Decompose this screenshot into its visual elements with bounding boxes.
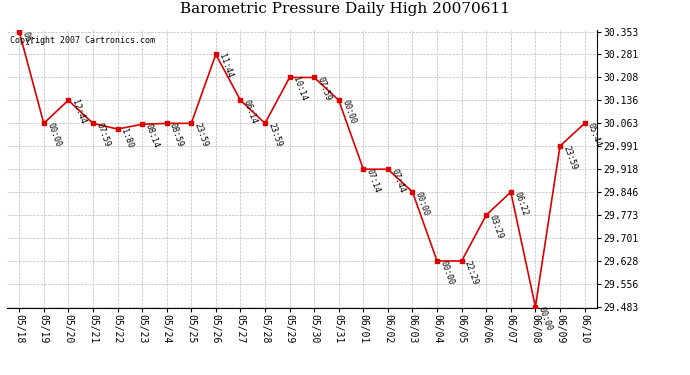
Text: 05:44: 05:44	[586, 122, 603, 148]
Text: 1:80: 1:80	[119, 128, 134, 150]
Text: 00:00: 00:00	[537, 306, 554, 332]
Text: 22:29: 22:29	[463, 260, 480, 286]
Text: 06:: 06:	[21, 30, 34, 47]
Text: 00:00: 00:00	[438, 260, 455, 286]
Text: 00:00: 00:00	[414, 190, 431, 217]
Text: 08:59: 08:59	[168, 122, 185, 148]
Text: 06:22: 06:22	[512, 190, 529, 217]
Text: 00:00: 00:00	[45, 122, 62, 148]
Text: 23:59: 23:59	[562, 145, 578, 171]
Text: 07:59: 07:59	[95, 122, 111, 148]
Text: Copyright 2007 Cartronics.com: Copyright 2007 Cartronics.com	[10, 36, 155, 45]
Text: 00:00: 00:00	[340, 99, 357, 125]
Text: 12:44: 12:44	[70, 99, 87, 125]
Text: 07:14: 07:14	[365, 168, 382, 194]
Text: 11:44: 11:44	[217, 53, 234, 80]
Text: Barometric Pressure Daily High 20070611: Barometric Pressure Daily High 20070611	[180, 2, 510, 16]
Text: 07:44: 07:44	[389, 168, 406, 194]
Text: 07:59: 07:59	[315, 76, 333, 103]
Text: 23:59: 23:59	[266, 122, 284, 148]
Text: 23:59: 23:59	[193, 122, 210, 148]
Text: 06:14: 06:14	[241, 99, 259, 125]
Text: 10:14: 10:14	[291, 76, 308, 103]
Text: 08:14: 08:14	[144, 123, 161, 150]
Text: 03:29: 03:29	[488, 214, 504, 240]
